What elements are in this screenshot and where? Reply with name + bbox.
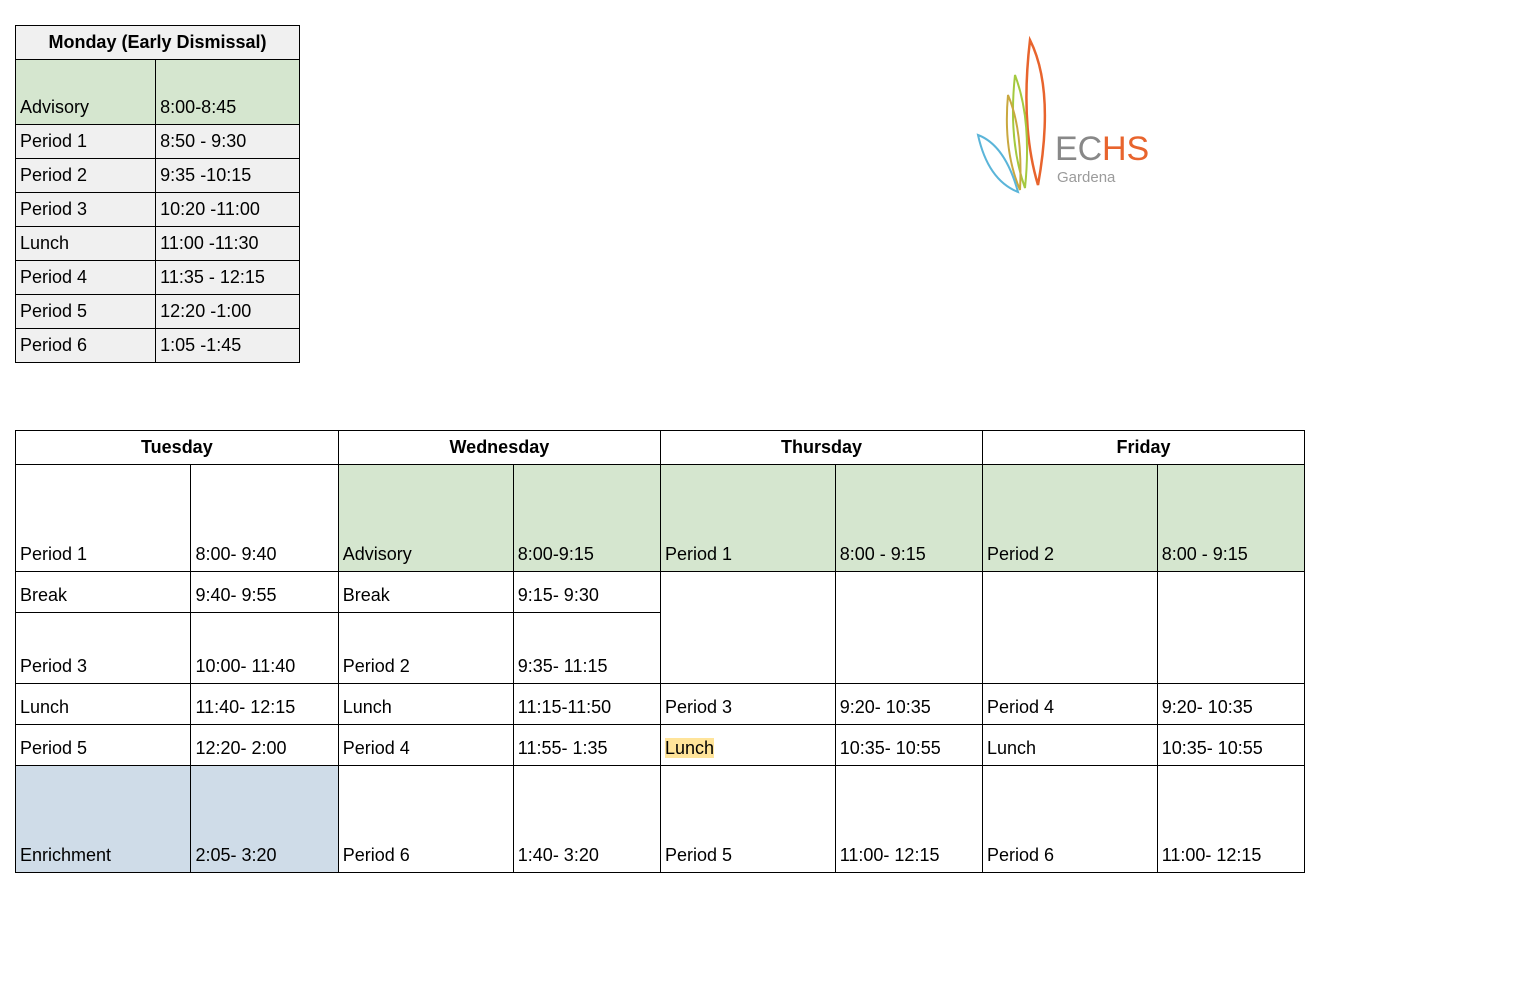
period-label: Lunch: [661, 725, 836, 766]
period-label: Period 1: [16, 465, 191, 572]
period-label: Advisory: [338, 465, 513, 572]
week-header-row: Tuesday Wednesday Thursday Friday: [16, 431, 1305, 465]
period-label: Period 5: [661, 766, 836, 873]
period-time: 1:40- 3:20: [513, 766, 660, 873]
period-time: 12:20 -1:00: [156, 295, 300, 329]
period-label: Period 6: [338, 766, 513, 873]
table-row: Period 1 8:50 - 9:30: [16, 125, 300, 159]
table-row: Lunch 11:40- 12:15 Lunch 11:15-11:50 Per…: [16, 684, 1305, 725]
period-time: 2:05- 3:20: [191, 766, 338, 873]
period-label: Period 2: [982, 465, 1157, 572]
table-row: Period 2 9:35 -10:15: [16, 159, 300, 193]
period-label: Period 1: [661, 465, 836, 572]
period-label: Period 6: [16, 329, 156, 363]
logo-subtitle: Gardena: [1057, 169, 1116, 186]
school-logo: EC HS Gardena: [960, 30, 1180, 230]
period-label: Lunch: [16, 227, 156, 261]
table-row: Period 3 10:20 -11:00: [16, 193, 300, 227]
period-label: Period 5: [16, 295, 156, 329]
period-label: Period 4: [338, 725, 513, 766]
period-time: 9:20- 10:35: [1157, 684, 1304, 725]
week-table: Tuesday Wednesday Thursday Friday Period…: [15, 430, 1305, 873]
period-time: 11:40- 12:15: [191, 684, 338, 725]
period-time: 8:00 - 9:15: [1157, 465, 1304, 572]
monday-table: Monday (Early Dismissal) Advisory 8:00-8…: [15, 25, 300, 363]
empty-cell: [661, 572, 836, 684]
period-time: 10:35- 10:55: [1157, 725, 1304, 766]
logo-text-ec: EC: [1055, 130, 1102, 168]
period-time: 12:20- 2:00: [191, 725, 338, 766]
period-time: 11:35 - 12:15: [156, 261, 300, 295]
table-row: Period 4 11:35 - 12:15: [16, 261, 300, 295]
period-label: Period 1: [16, 125, 156, 159]
period-time: 9:20- 10:35: [835, 684, 982, 725]
period-label: Break: [338, 572, 513, 613]
empty-cell: [835, 572, 982, 684]
day-header: Tuesday: [16, 431, 339, 465]
period-label: Period 3: [661, 684, 836, 725]
day-header: Friday: [982, 431, 1304, 465]
table-row: Period 6 1:05 -1:45: [16, 329, 300, 363]
period-label: Lunch: [16, 684, 191, 725]
table-row: Advisory 8:00-8:45: [16, 60, 300, 125]
period-label: Period 4: [16, 261, 156, 295]
period-time: 9:35 -10:15: [156, 159, 300, 193]
table-row: Period 5 12:20 -1:00: [16, 295, 300, 329]
period-time: 9:40- 9:55: [191, 572, 338, 613]
period-time: 11:00- 12:15: [1157, 766, 1304, 873]
period-time: 11:15-11:50: [513, 684, 660, 725]
period-time: 8:00- 9:40: [191, 465, 338, 572]
leaf-logo-icon: EC HS Gardena: [960, 30, 1180, 230]
period-time: 10:35- 10:55: [835, 725, 982, 766]
period-label: Break: [16, 572, 191, 613]
table-row: Break 9:40- 9:55 Break 9:15- 9:30: [16, 572, 1305, 613]
table-row: Lunch 11:00 -11:30: [16, 227, 300, 261]
schedule-page: Monday (Early Dismissal) Advisory 8:00-8…: [0, 0, 1536, 984]
period-label: Period 6: [982, 766, 1157, 873]
day-header: Thursday: [661, 431, 983, 465]
monday-header-row: Monday (Early Dismissal): [16, 26, 300, 60]
period-label: Period 2: [338, 613, 513, 684]
period-time: 8:00-9:15: [513, 465, 660, 572]
period-time: 9:15- 9:30: [513, 572, 660, 613]
highlighted-text: Lunch: [665, 738, 714, 758]
period-time: 9:35- 11:15: [513, 613, 660, 684]
logo-text-hs: HS: [1102, 130, 1149, 168]
empty-cell: [1157, 572, 1304, 684]
period-time: 8:00 - 9:15: [835, 465, 982, 572]
day-header: Wednesday: [338, 431, 660, 465]
period-time: 1:05 -1:45: [156, 329, 300, 363]
period-time: 8:00-8:45: [156, 60, 300, 125]
period-label: Lunch: [982, 725, 1157, 766]
period-label: Period 4: [982, 684, 1157, 725]
period-label: Period 3: [16, 613, 191, 684]
period-label: Advisory: [16, 60, 156, 125]
period-label: Lunch: [338, 684, 513, 725]
period-time: 10:20 -11:00: [156, 193, 300, 227]
period-label: Period 2: [16, 159, 156, 193]
period-time: 11:00 -11:30: [156, 227, 300, 261]
period-label: Enrichment: [16, 766, 191, 873]
period-time: 8:50 - 9:30: [156, 125, 300, 159]
period-time: 10:00- 11:40: [191, 613, 338, 684]
table-row: Period 1 8:00- 9:40 Advisory 8:00-9:15 P…: [16, 465, 1305, 572]
period-label: Period 5: [16, 725, 191, 766]
table-row: Period 5 12:20- 2:00 Period 4 11:55- 1:3…: [16, 725, 1305, 766]
period-label: Period 3: [16, 193, 156, 227]
monday-header: Monday (Early Dismissal): [16, 26, 300, 60]
period-time: 11:55- 1:35: [513, 725, 660, 766]
period-time: 11:00- 12:15: [835, 766, 982, 873]
table-row: Enrichment 2:05- 3:20 Period 6 1:40- 3:2…: [16, 766, 1305, 873]
empty-cell: [982, 572, 1157, 684]
